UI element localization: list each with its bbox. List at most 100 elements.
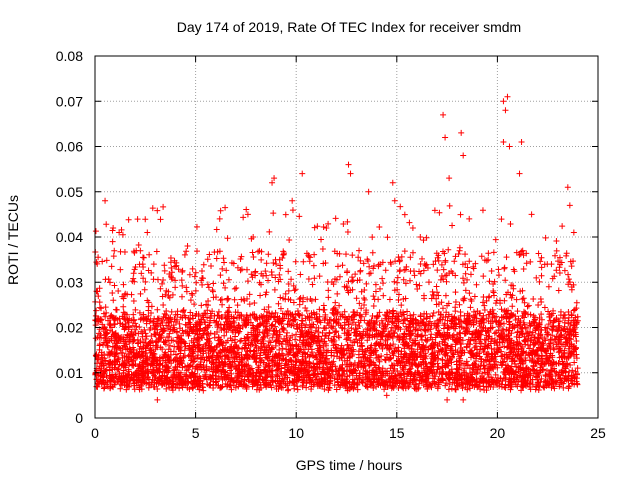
data-point	[492, 371, 499, 378]
data-point	[204, 307, 211, 314]
data-point	[286, 349, 293, 356]
data-point	[473, 327, 480, 334]
data-point	[219, 265, 226, 272]
data-point	[380, 292, 387, 299]
data-point	[163, 385, 170, 392]
data-point	[303, 250, 310, 257]
data-point	[464, 276, 471, 283]
data-point	[201, 310, 208, 317]
data-point	[130, 311, 137, 318]
data-point	[98, 305, 105, 312]
data-point	[234, 264, 241, 271]
chart-title: Day 174 of 2019, Rate Of TEC Index for r…	[177, 19, 521, 35]
data-point	[464, 264, 471, 271]
data-point	[468, 347, 475, 354]
data-point	[464, 386, 471, 393]
data-point	[441, 320, 448, 327]
data-point	[277, 305, 284, 312]
data-point	[397, 203, 404, 210]
data-point	[429, 312, 436, 319]
grid	[95, 56, 598, 418]
data-point	[372, 281, 379, 288]
data-point	[344, 342, 351, 349]
data-point	[284, 361, 291, 368]
data-point	[478, 253, 485, 260]
data-point	[166, 330, 173, 337]
data-point	[224, 308, 231, 315]
data-point	[517, 251, 524, 258]
data-point	[333, 386, 340, 393]
data-point	[134, 216, 141, 223]
data-point	[195, 311, 202, 318]
data-point	[168, 264, 175, 271]
data-point	[153, 248, 160, 255]
data-point	[154, 276, 161, 283]
data-point	[526, 345, 533, 352]
data-point	[369, 249, 376, 256]
data-point	[141, 326, 148, 333]
data-point	[520, 295, 527, 302]
data-point	[420, 267, 427, 274]
data-point	[193, 279, 200, 286]
data-point	[125, 216, 132, 223]
data-point	[124, 346, 131, 353]
data-point	[573, 338, 580, 345]
data-point	[565, 276, 572, 283]
data-point	[311, 224, 318, 231]
data-point	[470, 263, 477, 270]
data-point	[354, 386, 361, 393]
data-point	[538, 254, 545, 261]
data-point	[102, 304, 109, 311]
data-point	[314, 223, 321, 230]
data-point	[439, 305, 446, 312]
data-point	[509, 303, 516, 310]
data-point	[406, 219, 413, 226]
data-point	[339, 262, 346, 269]
data-point	[466, 258, 473, 265]
data-point	[327, 316, 334, 323]
data-point	[143, 320, 150, 327]
x-axis-label: GPS time / hours	[296, 457, 403, 473]
data-point	[272, 274, 279, 281]
data-point	[407, 312, 414, 319]
data-point	[325, 220, 332, 227]
data-point	[360, 328, 367, 335]
data-point	[382, 267, 389, 274]
data-point	[409, 249, 416, 256]
data-point	[412, 340, 419, 347]
data-point	[407, 365, 414, 372]
data-point	[153, 338, 160, 345]
data-point	[565, 271, 572, 278]
data-point	[367, 344, 374, 351]
data-point	[176, 320, 183, 327]
data-point	[330, 281, 337, 288]
data-point	[332, 363, 339, 370]
data-point	[200, 314, 207, 321]
data-point	[224, 296, 231, 303]
data-point	[179, 364, 186, 371]
data-point	[95, 293, 102, 300]
data-point	[277, 276, 284, 283]
data-point	[473, 281, 480, 288]
data-point	[349, 319, 356, 326]
data-point	[292, 258, 299, 265]
data-point	[452, 299, 459, 306]
data-point	[250, 254, 257, 261]
data-point	[479, 207, 486, 214]
data-point	[148, 303, 155, 310]
data-point	[535, 250, 542, 257]
data-point	[491, 278, 498, 285]
data-point	[356, 312, 363, 319]
data-point	[300, 258, 307, 265]
data-point	[206, 251, 213, 258]
data-point	[427, 313, 434, 320]
data-point	[313, 324, 320, 331]
data-point	[545, 308, 552, 315]
data-point	[573, 299, 580, 306]
data-point	[507, 221, 514, 228]
data-point	[428, 331, 435, 338]
data-point	[266, 228, 273, 235]
data-point	[331, 375, 338, 382]
data-point	[143, 380, 150, 387]
data-point	[519, 296, 526, 303]
